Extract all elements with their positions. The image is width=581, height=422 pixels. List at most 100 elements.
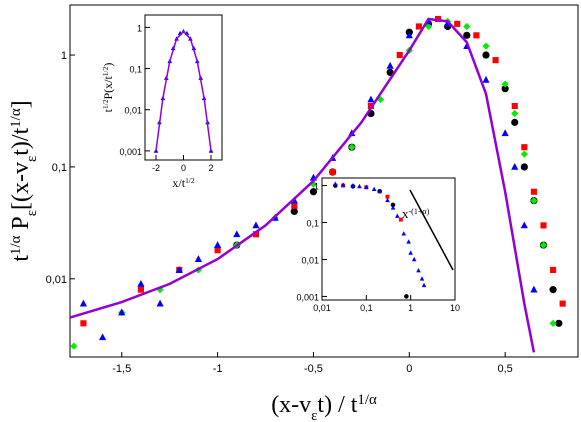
y-tick-label: 0,001 (296, 292, 319, 302)
y-axis-label: t1/2P(x/t1/2) (101, 63, 116, 113)
point (555, 319, 563, 327)
point (419, 276, 425, 281)
y-tick-label: 0,01 (46, 274, 67, 286)
point (405, 31, 413, 39)
point (463, 31, 471, 39)
point (214, 241, 222, 248)
point (520, 163, 528, 171)
point (411, 256, 417, 262)
label-part: (x-v (271, 392, 311, 418)
point (473, 32, 480, 39)
point (408, 250, 413, 255)
point (530, 196, 538, 205)
point (390, 202, 396, 208)
label-part: x/t (172, 176, 185, 190)
point (364, 184, 369, 190)
x-tick-label: 0,1 (360, 303, 373, 313)
point (415, 23, 422, 30)
label-part: 1/α (8, 235, 24, 255)
x-tick-label: 1 (408, 303, 413, 313)
point (329, 168, 336, 176)
point (511, 109, 519, 118)
point (396, 51, 403, 59)
label-part: ) (101, 63, 115, 67)
point (482, 75, 490, 83)
point (501, 129, 509, 137)
x-tick-label: 0,01 (313, 303, 331, 313)
y-tick-label: 0,1 (306, 219, 319, 229)
point (367, 95, 375, 103)
point (511, 162, 519, 170)
y-tick-label: 0,01 (124, 106, 142, 116)
label-part: ε (24, 210, 40, 216)
point (404, 294, 409, 299)
point (454, 20, 461, 27)
y-tick-label: 1 (137, 23, 142, 33)
point (118, 308, 126, 316)
x-tick-label: -2 (152, 163, 160, 173)
x-tick-label: 0,5 (498, 363, 513, 375)
point (377, 188, 382, 194)
point (350, 183, 356, 188)
point (194, 255, 203, 262)
point (463, 22, 471, 31)
label-part: t (8, 255, 34, 262)
point (520, 150, 528, 158)
point (348, 143, 356, 151)
point (492, 57, 499, 64)
point (390, 205, 396, 210)
point (511, 102, 518, 110)
point (175, 265, 183, 273)
point (520, 221, 528, 229)
label-part: 1/2 (185, 176, 195, 185)
point (371, 186, 377, 191)
y-tick-label: 0,1 (129, 65, 142, 75)
label-part: ] (8, 100, 34, 108)
point (550, 266, 557, 273)
label-part: t (101, 108, 115, 112)
point (530, 188, 537, 195)
point (416, 268, 421, 273)
fit-curve (155, 30, 212, 151)
y-tick-label: 0,001 (119, 147, 142, 157)
label-part: 1/α (8, 108, 24, 128)
plot-frame (144, 14, 223, 161)
point (424, 22, 433, 31)
label-part: [(x-v (8, 162, 34, 210)
x-tick-label: 10 (450, 303, 460, 313)
y-tick-label: 0,01 (301, 255, 319, 265)
y-tick-label: 1 (61, 50, 67, 62)
point (395, 213, 400, 218)
x-tick-label: -1,5 (112, 363, 131, 375)
label-part: ε (24, 156, 40, 162)
point (80, 320, 87, 327)
point (79, 299, 88, 307)
point (501, 80, 509, 88)
point (482, 51, 490, 59)
point (559, 300, 566, 307)
label-part: ε (311, 408, 317, 422)
point (385, 197, 390, 203)
label-part: P(x/t (101, 75, 115, 99)
point (233, 230, 241, 238)
point (357, 183, 362, 189)
x-tick-label: -0,5 (304, 363, 323, 375)
label-part: t)/t (8, 127, 34, 155)
x-tick-label: 2 (208, 163, 213, 173)
point (98, 333, 107, 341)
label-part: -(1+α) (409, 207, 430, 216)
x-tick-label: -1 (213, 363, 223, 375)
point (386, 61, 394, 69)
y-tick-label: 1 (314, 182, 319, 192)
point (406, 239, 411, 244)
point (539, 241, 548, 249)
point (214, 247, 221, 254)
label-part: t) / t (317, 392, 357, 418)
point (333, 181, 338, 186)
point (309, 188, 318, 196)
point (501, 85, 509, 93)
point (386, 68, 394, 76)
point (540, 222, 547, 229)
label-part: 1/2 (101, 66, 110, 76)
point (401, 231, 407, 236)
